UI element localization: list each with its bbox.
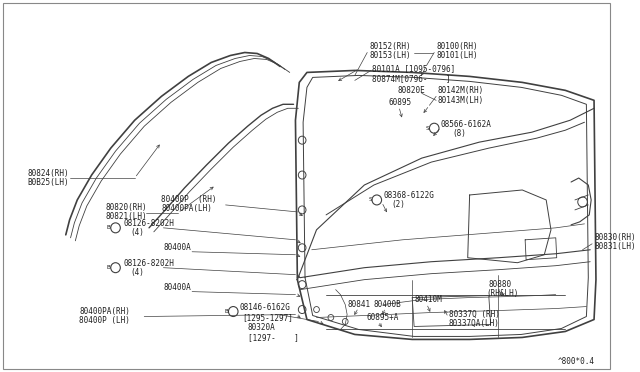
Text: [1295-1297]: [1295-1297] (242, 313, 292, 322)
Text: 80101(LH): 80101(LH) (436, 51, 477, 60)
Text: 80410M: 80410M (414, 295, 442, 304)
Text: 80831(LH): 80831(LH) (594, 242, 636, 251)
Text: 80337Q (RH): 80337Q (RH) (449, 310, 499, 319)
Text: 80101A [1095-0796]: 80101A [1095-0796] (372, 64, 455, 73)
Text: 80400A: 80400A (163, 283, 191, 292)
Text: 08368-6122G: 08368-6122G (383, 192, 435, 201)
Text: 80400PA(LH): 80400PA(LH) (161, 205, 212, 214)
Text: B0B25(LH): B0B25(LH) (28, 177, 69, 186)
Text: 80153(LH): 80153(LH) (369, 51, 411, 60)
Text: 60895: 60895 (388, 98, 412, 107)
Text: 80400PA(RH): 80400PA(RH) (79, 307, 130, 316)
Text: 80820(RH): 80820(RH) (106, 203, 148, 212)
Text: 80400P (LH): 80400P (LH) (79, 316, 130, 325)
Text: 80152(RH): 80152(RH) (369, 42, 411, 51)
Text: 80820E: 80820E (398, 86, 426, 95)
Text: 60895+A: 60895+A (366, 313, 399, 322)
Text: (4): (4) (130, 228, 144, 237)
Text: 80100(RH): 80100(RH) (436, 42, 477, 51)
Text: 80824(RH): 80824(RH) (28, 169, 69, 177)
Text: 08146-6162G: 08146-6162G (240, 303, 291, 312)
Text: 80874M[0796-    ]: 80874M[0796- ] (372, 74, 451, 83)
Text: 08126-8202H: 08126-8202H (123, 259, 174, 268)
Text: B: B (225, 309, 228, 314)
Text: ^800*0.4: ^800*0.4 (557, 357, 595, 366)
Text: S: S (426, 126, 429, 131)
Text: 80143M(LH): 80143M(LH) (437, 96, 483, 105)
Text: B: B (107, 225, 111, 230)
Text: 80841: 80841 (347, 300, 371, 309)
Text: 80400A: 80400A (163, 243, 191, 252)
Text: [1297-    ]: [1297- ] (248, 333, 298, 342)
Text: 80142M(RH): 80142M(RH) (437, 86, 483, 95)
Text: 80337QA(LH): 80337QA(LH) (449, 319, 499, 328)
Text: 80821(LH): 80821(LH) (106, 212, 148, 221)
Text: B: B (107, 265, 111, 270)
Text: 80880: 80880 (489, 280, 512, 289)
Text: (8): (8) (452, 129, 467, 138)
Text: 80830(RH): 80830(RH) (594, 233, 636, 242)
Text: 08126-8202H: 08126-8202H (123, 219, 174, 228)
Text: 80320A: 80320A (248, 323, 275, 332)
Text: 08566-6162A: 08566-6162A (441, 120, 492, 129)
Text: 80400B: 80400B (374, 300, 402, 309)
Text: 80400P  (RH): 80400P (RH) (161, 195, 217, 205)
Text: (RH&LH): (RH&LH) (487, 289, 519, 298)
Text: (4): (4) (130, 268, 144, 277)
Text: S: S (368, 198, 372, 202)
Text: (2): (2) (391, 201, 405, 209)
